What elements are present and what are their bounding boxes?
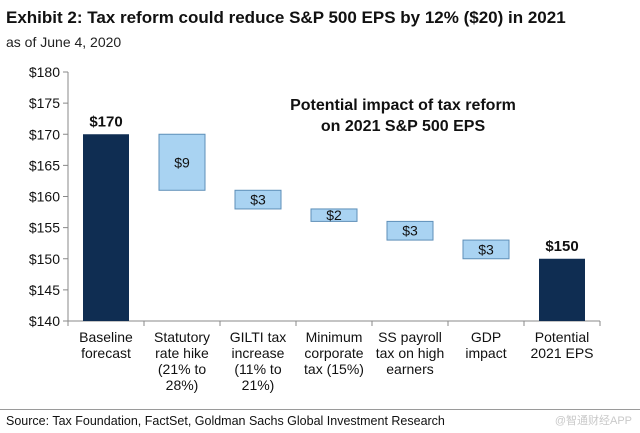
chart-annotation: Potential impact of tax reform on 2021 S&…	[290, 97, 516, 135]
category-label-line: Baseline	[79, 329, 133, 345]
chart-svg: $140 $145 $150 $155 $160 $165 $170 $175 $180 $170…	[29, 64, 601, 393]
category-label: GILTI tax increase (11% to 21%)	[230, 329, 287, 393]
bar-step	[234, 189, 282, 210]
category-label-line: (11% to	[234, 361, 281, 377]
bar-value-label: $3	[478, 241, 494, 257]
category-label-line: rate hike	[155, 345, 209, 361]
category-label-line: impact	[465, 345, 506, 361]
category-label-line: SS payroll	[378, 329, 442, 345]
y-tick-label: $165	[29, 157, 60, 173]
category-label: Potential 2021 EPS	[530, 329, 593, 361]
source-divider	[0, 409, 640, 410]
bar-value-label: $3	[402, 223, 418, 239]
category-label-line: Potential	[535, 329, 589, 345]
chart-annotation-line: Potential impact of tax reform	[290, 97, 516, 114]
chart-title: Exhibit 2: Tax reform could reduce S&P 5…	[6, 8, 566, 27]
bar-value-label: $3	[250, 192, 266, 208]
category-label: SS payroll tax on high earners	[376, 329, 445, 377]
category-label-line: tax on high	[376, 345, 445, 361]
category-label-line: Statutory	[154, 329, 210, 345]
bar-value-label: $9	[174, 154, 190, 170]
bar-total	[539, 258, 585, 321]
bar-step	[462, 239, 510, 260]
source-note: Source: Tax Foundation, FactSet, Goldman…	[6, 414, 445, 428]
y-tick-label: $140	[29, 313, 60, 329]
category-label: Minimum corporate tax (15%)	[304, 329, 364, 377]
y-tick-label: $170	[29, 126, 60, 142]
category-label-line: increase	[232, 345, 285, 361]
category-label: GDP impact	[465, 329, 506, 361]
chart-annotation-line: on 2021 S&P 500 EPS	[321, 118, 486, 135]
y-tick-label: $175	[29, 95, 60, 111]
category-label-line: forecast	[81, 345, 131, 361]
category-label-line: 21%)	[242, 377, 275, 393]
bar-value-label: $2	[326, 207, 342, 223]
bar-step	[158, 133, 206, 191]
bar-step	[386, 220, 434, 241]
category-label: Baseline forecast	[79, 329, 133, 361]
y-tick-label: $180	[29, 64, 60, 80]
y-tick-label: $145	[29, 282, 60, 298]
watermark: @智通财经APP	[554, 415, 632, 427]
bar-value-label: $150	[545, 238, 578, 255]
bar-step	[310, 208, 358, 222]
y-tick-label: $150	[29, 251, 60, 267]
bar-total	[83, 134, 129, 321]
chart-subtitle: as of June 4, 2020	[6, 34, 122, 50]
category-label-line: 2021 EPS	[530, 345, 593, 361]
category-label-line: GDP	[471, 329, 501, 345]
y-tick-label: $160	[29, 189, 60, 205]
category-label: Statutory rate hike (21% to 28%)	[154, 329, 210, 393]
bar-value-label: $170	[89, 113, 122, 130]
category-label-line: (21% to	[158, 361, 206, 377]
category-label-line: tax (15%)	[304, 361, 364, 377]
category-label-line: Minimum	[306, 329, 363, 345]
category-label-line: corporate	[304, 345, 363, 361]
waterfall-chart: $140 $145 $150 $155 $160 $165 $170 $175 $180 $170…	[0, 56, 640, 396]
category-label-line: 28%)	[166, 377, 199, 393]
category-label-line: earners	[386, 361, 433, 377]
y-tick-label: $155	[29, 220, 60, 236]
category-label-line: GILTI tax	[230, 329, 287, 345]
